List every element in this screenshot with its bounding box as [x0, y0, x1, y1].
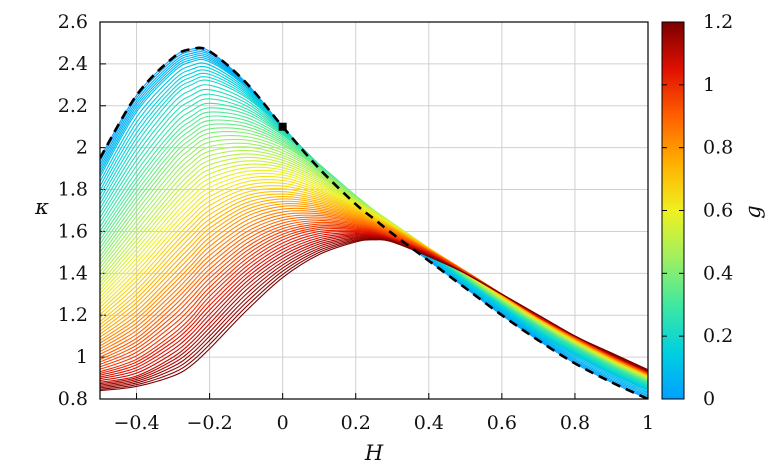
x-tick-label: −0.2 — [187, 412, 233, 434]
x-tick-label: 0.8 — [560, 412, 590, 434]
x-tick-label: 1 — [642, 412, 654, 434]
x-tick-labels: −0.4 −0.2 0 0.2 0.4 0.6 0.8 1 — [113, 412, 654, 434]
x-axis-label: H — [364, 441, 384, 465]
y-tick-label: 1.6 — [58, 220, 88, 242]
plot-frame — [99, 21, 649, 400]
y-tick-label: 2.6 — [58, 11, 88, 33]
marker-square — [278, 122, 287, 131]
y-tick-label: 2.4 — [58, 53, 88, 75]
x-tick-label: −0.4 — [113, 412, 159, 434]
y-axis-label: κ — [34, 195, 49, 219]
y-tick-label: 1 — [76, 346, 88, 368]
x-tick-label: 0 — [277, 412, 289, 434]
colorbar-tick-label: 0.6 — [703, 200, 733, 222]
envelope-line — [100, 46, 648, 399]
colorbar-tick-label: 0 — [703, 388, 715, 410]
point-marker — [278, 122, 287, 131]
colorbar-tick-label: 0.4 — [703, 262, 733, 284]
y-tick-label: 2 — [76, 137, 88, 159]
envelope-curve — [100, 46, 648, 399]
curve-family — [100, 47, 648, 399]
x-tick-label: 0.4 — [414, 412, 444, 434]
colorbar-tick-label: 1.2 — [703, 11, 733, 33]
y-tick-label: 1.4 — [58, 262, 88, 284]
y-tick-label: 1.2 — [58, 304, 88, 326]
x-tick-label: 0.2 — [341, 412, 371, 434]
y-tick-label: 1.8 — [58, 179, 88, 201]
y-tick-label: 2.2 — [58, 95, 88, 117]
family-curve — [100, 239, 648, 392]
colorbar-tick-label: 0.2 — [703, 325, 733, 347]
y-tick-labels: 0.8 1 1.2 1.4 1.6 1.8 2 2.2 2.4 2.6 — [58, 11, 88, 410]
colorbar-tick-labels: 0 0.2 0.4 0.6 0.8 1 1.2 — [662, 11, 733, 410]
colorbar-tick-label: 1 — [703, 74, 715, 96]
family-curve — [100, 236, 648, 386]
family-curve — [100, 238, 648, 390]
colorbar-label: g — [741, 205, 765, 218]
y-tick-label: 0.8 — [58, 388, 88, 410]
colorbar-tick-label: 0.8 — [703, 137, 733, 159]
family-curve — [100, 234, 648, 383]
x-tick-label: 0.6 — [487, 412, 517, 434]
